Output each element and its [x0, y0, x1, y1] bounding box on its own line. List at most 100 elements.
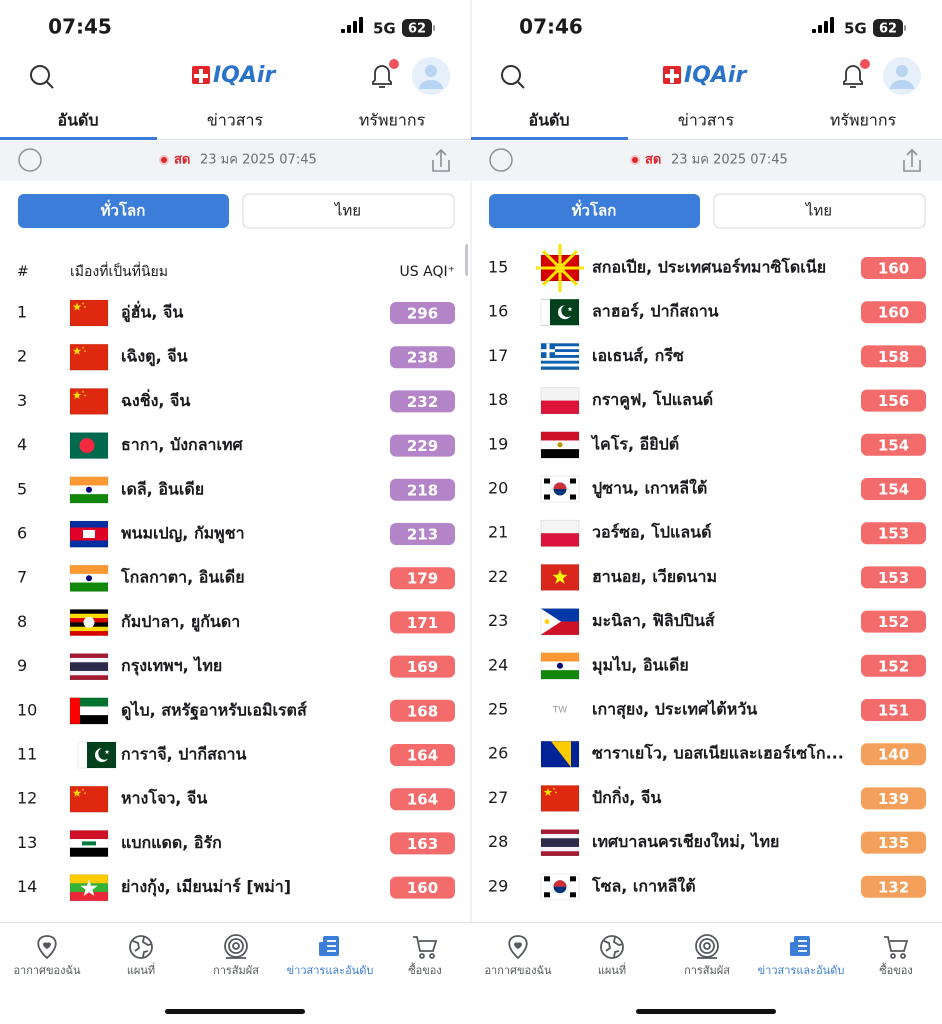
table-row[interactable]: 26 ซาราเยโว, บอสเนียและเฮอร์เซโก... 140	[488, 740, 926, 768]
table-row[interactable]: 22 ฮานอย, เวียดนาม 153	[488, 563, 926, 591]
battery-tip	[433, 25, 435, 31]
table-row[interactable]: 28 เทศบาลนครเชียงใหม่, ไทย 135	[488, 829, 926, 857]
filter-button-active[interactable]	[18, 194, 229, 228]
table-row[interactable]: 13 แบกแดด, อิรัก 163	[17, 829, 455, 857]
flag	[540, 519, 580, 547]
flag-border	[69, 432, 109, 460]
table-row[interactable]: 8 กัมปาลา, ยูกันดา 171	[17, 608, 455, 636]
aqi-badge	[390, 876, 455, 899]
avatar-head	[425, 65, 437, 77]
nav-label: การสัมผัส	[684, 964, 730, 977]
flag-stripe	[70, 476, 108, 486]
table-row[interactable]: 4 ธากา, บังกลาเทศ 229	[17, 432, 455, 460]
table-row[interactable]: 11 การาจี, ปากีสถาน 164	[17, 741, 455, 769]
table-row[interactable]: 19 ไคโร, อียิปต์ 154	[488, 431, 926, 459]
flag	[69, 476, 109, 504]
table-row[interactable]: 15 สกอเปีย, ประเทศนอร์ทมาซิโดเนีย 160	[488, 244, 926, 292]
rank: 13	[17, 833, 37, 852]
share-icon[interactable]	[903, 148, 921, 172]
info-icon[interactable]	[489, 148, 513, 172]
nav-item[interactable]: การสัมผัส	[213, 934, 259, 977]
table-row[interactable]: 20 ปูซาน, เกาหลีใต้ 154	[488, 475, 926, 503]
search-icon[interactable]	[30, 65, 50, 85]
nav-item[interactable]: ซื้อของ	[408, 936, 442, 977]
flag-stripe	[70, 657, 108, 663]
aqi-badge	[390, 390, 455, 413]
tab[interactable]: ทรัพยากร	[359, 111, 426, 130]
flag-part	[570, 494, 576, 500]
city: หางโจว, จีน	[121, 788, 207, 808]
table-row[interactable]: 21 วอร์ซอ, โปแลนด์ 153	[488, 519, 926, 547]
battery-tip	[904, 25, 906, 31]
rank: 9	[17, 656, 27, 675]
table-row[interactable]: 3 ฉงชิ่ง, จีน 232	[17, 387, 455, 415]
filter-button-active[interactable]	[489, 194, 700, 228]
tab[interactable]: ข่าวสาร	[207, 111, 264, 130]
flag	[77, 741, 117, 769]
table-row[interactable]: 25 TW เกาสุยง, ประเทศไต้หวัน 151	[488, 699, 926, 721]
table-row[interactable]: 24 มุมไบ, อินเดีย 152	[488, 652, 926, 680]
battery	[402, 19, 432, 37]
aqi-badge	[861, 301, 926, 324]
flag-part	[544, 619, 550, 625]
aqi-value: 171	[407, 614, 438, 632]
table-row[interactable]: 18 กราคูฟ, โปแลนด์ 156	[488, 387, 926, 415]
table-row[interactable]: 16 ลาฮอร์, ปากีสถาน 160	[488, 298, 926, 326]
city: ซาราเยโว, บอสเนียและเฮอร์เซโก...	[592, 743, 844, 763]
tab[interactable]: อันดับ	[57, 111, 98, 130]
tab[interactable]: ข่าวสาร	[678, 111, 735, 130]
table-row[interactable]: 27 ปักกิ่ง, จีน 139	[488, 784, 926, 812]
info-icon[interactable]	[18, 148, 42, 172]
flag-stripe	[541, 449, 579, 459]
rank: 22	[488, 567, 508, 586]
nav-label: อากาศของฉัน	[13, 964, 81, 977]
flag-part	[561, 304, 574, 317]
table-header: เมืองที่เป็นที่นิยม	[70, 262, 168, 280]
nav-item[interactable]: อากาศของฉัน	[484, 935, 552, 977]
table-row[interactable]: 14 ย่างกุ้ง, เมียนม่าร์ [พม่า] 160	[17, 874, 455, 902]
table-row[interactable]: 17 เอเธนส์, กรีซ 158	[488, 342, 926, 370]
rank: 16	[488, 302, 508, 321]
nav-label: ซื้อของ	[408, 962, 442, 977]
nav-item[interactable]: ข่าวสารและอันดับ	[287, 936, 374, 977]
table-row[interactable]: 2 เฉิงตู, จีน 238	[17, 343, 455, 371]
table-row[interactable]: 23 มะนิลา, ฟิลิปปินส์ 152	[488, 608, 926, 636]
flag-part	[70, 344, 108, 371]
flag-border	[540, 387, 580, 415]
tab[interactable]: อันดับ	[528, 111, 569, 130]
notification-dot	[860, 59, 870, 69]
table-row[interactable]: 1 อู่ฮั่น, จีน 296	[17, 299, 455, 327]
bell-icon[interactable]	[372, 65, 392, 88]
nav-item[interactable]: ซื้อของ	[879, 936, 913, 977]
filter-button[interactable]	[713, 193, 926, 229]
table-row[interactable]: 5 เดลี, อินเดีย 218	[17, 476, 455, 504]
nav-item[interactable]: แผนที่	[127, 935, 155, 977]
aqi-value: 232	[407, 393, 438, 411]
nav-label: แผนที่	[598, 962, 626, 977]
nav-label: ข่าวสารและอันดับ	[758, 964, 845, 977]
tab-indicator	[0, 137, 157, 140]
aqi-badge	[390, 478, 455, 501]
table-row[interactable]: 29 โซล, เกาหลีใต้ 132	[488, 873, 926, 901]
nav-item[interactable]: แผนที่	[598, 935, 626, 977]
nav-item[interactable]: ข่าวสารและอันดับ	[758, 936, 845, 977]
city: โกลกาตา, อินเดีย	[120, 567, 245, 587]
filter-button[interactable]	[242, 193, 455, 229]
table-row[interactable]: 10 ดูไบ, สหรัฐอาหรับเอมิเรตส์ 168	[17, 697, 455, 725]
search-icon[interactable]	[501, 65, 521, 85]
flag-stripe	[541, 354, 579, 359]
table-row[interactable]: 6 พนมเปญ, กัมพูชา 213	[17, 520, 455, 548]
nav-item[interactable]: การสัมผัส	[684, 934, 730, 977]
flag	[540, 475, 580, 503]
tab-divider	[471, 139, 942, 140]
tab[interactable]: ทรัพยากร	[830, 111, 897, 130]
nav-icon	[429, 953, 435, 959]
flag-border	[69, 343, 109, 371]
table-row[interactable]: 9 กรุงเทพฯ, ไทย 169	[17, 653, 455, 681]
table-row[interactable]: 7 โกลกาตา, อินเดีย 179	[17, 564, 455, 592]
table-row[interactable]: 12 หางโจว, จีน 164	[17, 785, 455, 813]
share-icon[interactable]	[432, 148, 450, 172]
bell-icon[interactable]	[843, 65, 863, 88]
flag-part	[541, 608, 561, 635]
nav-item[interactable]: อากาศของฉัน	[13, 935, 81, 977]
